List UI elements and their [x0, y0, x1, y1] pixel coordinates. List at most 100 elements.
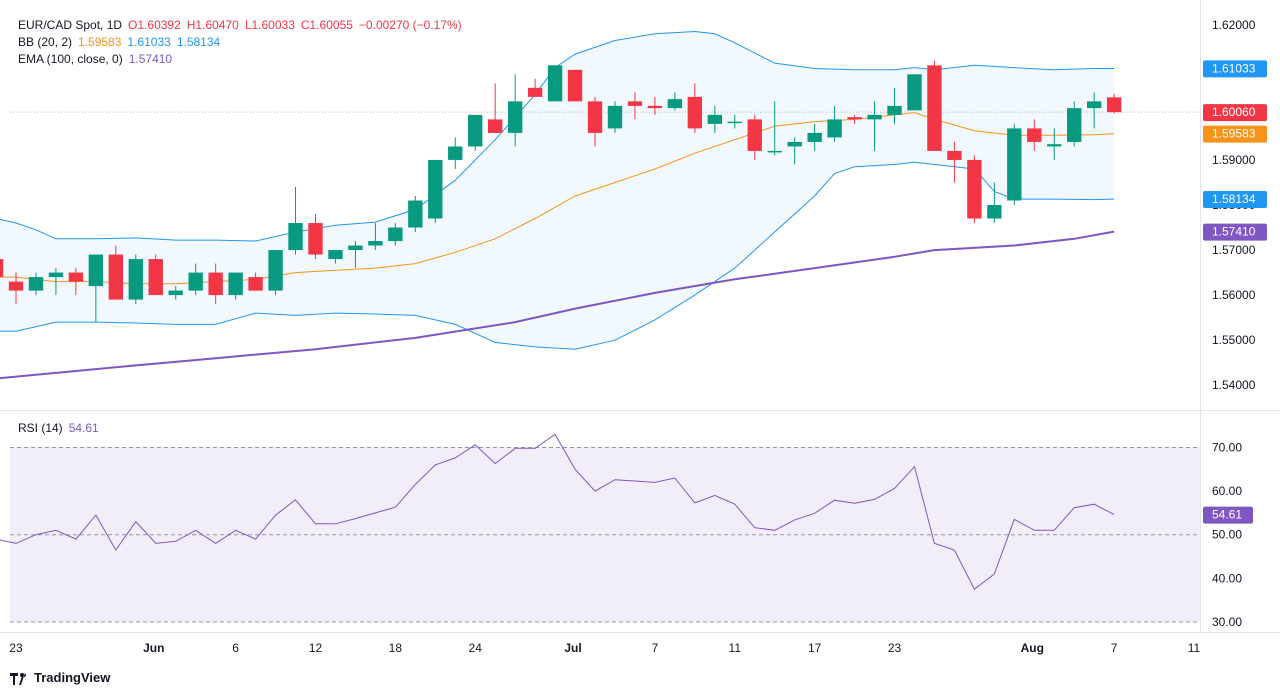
rsi-legend: RSI (14) 54.61 — [18, 421, 99, 435]
rsi-tick-label: 70.00 — [1212, 440, 1242, 454]
candle-body — [727, 121, 742, 124]
candle — [907, 74, 922, 111]
bb-mid-axis-label: 1.59583 — [1212, 127, 1256, 141]
candle — [128, 254, 143, 305]
candle-body — [967, 159, 982, 219]
candle — [468, 114, 483, 151]
candle-body — [547, 65, 563, 102]
candle-body — [308, 223, 323, 255]
candle-body — [1047, 144, 1062, 147]
brand-name: TradingView — [34, 670, 111, 685]
candle-body — [0, 259, 4, 278]
bb-label[interactable]: BB (20, 2) — [18, 35, 73, 49]
date-tick-label: 23 — [888, 641, 902, 655]
candle-body — [208, 272, 223, 296]
date-tick-label: 6 — [232, 641, 239, 655]
date-tick-label: 7 — [1111, 641, 1118, 655]
date-tick-label: Aug — [1021, 641, 1044, 655]
candle — [767, 101, 782, 156]
rsi-axis-label-box — [1203, 506, 1253, 524]
bb-upper-value: 1.61033 — [127, 35, 171, 49]
candle-body — [108, 254, 124, 300]
candle-body — [168, 290, 183, 296]
candle-body — [248, 277, 263, 291]
candle — [507, 74, 523, 147]
ema-line — [0, 230, 1115, 380]
date-tick-label: 23 — [9, 641, 23, 655]
candle-body — [507, 101, 523, 133]
candle-body — [468, 114, 483, 147]
rsi-legend-value: 54.61 — [68, 421, 99, 435]
candle-body — [68, 272, 84, 282]
candle-body — [408, 200, 423, 228]
candle-body — [1067, 108, 1082, 142]
symbol-title[interactable]: EUR/CAD Spot, 1D — [18, 18, 123, 32]
candle — [807, 123, 822, 151]
candle — [268, 250, 283, 296]
close-value: C1.60055 — [300, 18, 353, 32]
candle-body — [328, 250, 343, 260]
price-tick-label: 1.57000 — [1212, 243, 1256, 257]
candle — [727, 114, 742, 129]
candle-body — [927, 65, 942, 151]
last-price-axis-label: 1.60060 — [1212, 105, 1256, 119]
candle — [48, 268, 64, 296]
candle-body — [88, 254, 104, 287]
candle — [288, 186, 303, 255]
candle — [567, 69, 583, 102]
candle — [827, 105, 842, 142]
candle — [947, 141, 962, 183]
date-tick-label: Jul — [564, 641, 581, 655]
ema-axis-label: 1.57410 — [1212, 225, 1256, 239]
bb-mid-axis-label-box — [1203, 125, 1267, 143]
candle — [328, 250, 343, 264]
candle-body — [428, 159, 443, 219]
candle-body — [188, 272, 203, 291]
bb-lower-axis-label: 1.58134 — [1212, 192, 1256, 206]
candle — [148, 254, 163, 296]
rsi-line — [0, 433, 1115, 590]
candle-body — [228, 272, 243, 296]
candle — [647, 96, 663, 115]
candle — [0, 259, 4, 278]
candle — [248, 272, 263, 291]
candle-body — [1086, 101, 1102, 109]
candle — [1067, 101, 1082, 147]
candle — [667, 92, 683, 111]
open-value: O1.60392 — [128, 18, 181, 32]
candle — [8, 272, 24, 305]
candle — [1027, 119, 1042, 151]
price-tick-label: 1.55000 — [1212, 333, 1256, 347]
tradingview-logo-icon — [10, 672, 27, 685]
candle — [547, 65, 563, 102]
candle — [228, 272, 243, 300]
candle — [707, 105, 723, 133]
candle — [448, 137, 463, 169]
candle-body — [827, 119, 842, 138]
candle-body — [747, 119, 762, 151]
candle — [108, 245, 124, 300]
ema-label[interactable]: EMA (100, close, 0) — [18, 52, 123, 66]
bb-lower-axis-label-box — [1203, 190, 1267, 208]
tradingview-brand[interactable]: TradingView — [10, 670, 110, 685]
candle-body — [8, 281, 24, 291]
candle — [927, 60, 942, 151]
candle — [188, 263, 203, 296]
candle — [88, 254, 104, 323]
candle — [348, 241, 363, 269]
candle-body — [567, 69, 583, 102]
date-tick-label: 18 — [389, 641, 403, 655]
rsi-label[interactable]: RSI (14) — [18, 421, 63, 435]
candle-body — [1007, 128, 1022, 201]
ema-value: 1.57410 — [128, 52, 173, 66]
high-value: H1.60470 — [186, 18, 239, 32]
date-tick-label: 12 — [309, 641, 323, 655]
bb-lower-value: 1.58134 — [176, 35, 221, 49]
candle-body — [28, 277, 44, 291]
candle-body — [947, 150, 962, 160]
candle-body — [128, 259, 143, 300]
bb-legend: BB (20, 2) 1.59583 1.61033 1.58134 — [18, 35, 226, 49]
rsi-tick-label: 60.00 — [1212, 484, 1242, 498]
price-tick-label: 1.56000 — [1212, 288, 1256, 302]
